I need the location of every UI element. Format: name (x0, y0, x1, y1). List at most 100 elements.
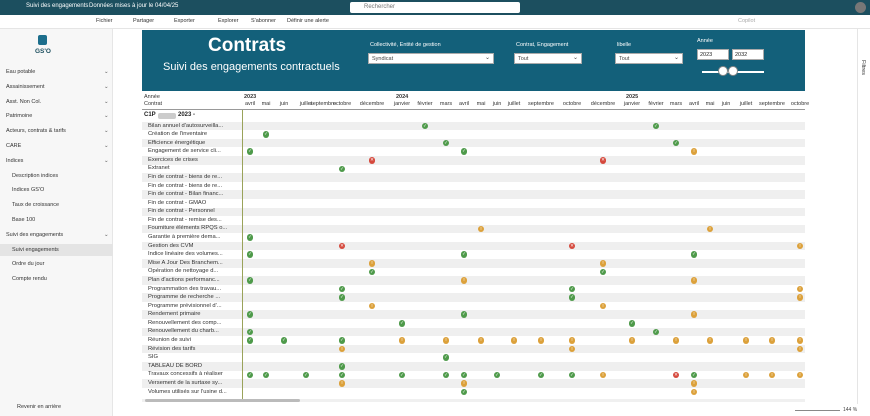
status-icon: ✓ (338, 294, 346, 301)
redacted (158, 113, 176, 119)
row-stripe (142, 173, 805, 182)
row-label: Versement de la surtaxe sy... (148, 379, 223, 386)
row-stripe (142, 276, 805, 285)
updated[interactable]: Données mises à jour le 04/04/25 (89, 3, 179, 9)
filter-label: Collectivité, Entité de gestion (370, 42, 441, 48)
status-icon: ✓ (460, 388, 468, 396)
status-icon: ✓ (262, 371, 270, 379)
row-stripe (142, 207, 805, 217)
year-label: 2025 (626, 94, 639, 100)
month-label: juillet (739, 101, 753, 107)
row-label: Réunion de suivi (148, 337, 191, 344)
nav-item[interactable]: Eau potable (6, 69, 36, 75)
row-label: Exercices de crises (148, 156, 198, 163)
slider-handle[interactable] (728, 66, 738, 76)
nav-subitem[interactable]: Base 100 (12, 217, 36, 223)
toolbar-item[interactable]: S'abonner (251, 18, 276, 24)
row-label: Renouvellement du charb... (148, 328, 219, 335)
status-icon: ✓ (246, 328, 254, 336)
dropdown[interactable]: Syndicat ⌄ (368, 53, 494, 64)
status-icon: ✓ (338, 285, 346, 293)
row-label: Renouvellement des comp... (148, 319, 222, 326)
nav-subitem[interactable]: Suivi engagements (12, 246, 59, 253)
year-to[interactable]: 2032 (732, 49, 764, 60)
status-icon: ✓ (421, 122, 429, 130)
scroll-thumb[interactable] (145, 399, 300, 402)
row-label: Engagement de service cli... (148, 148, 221, 155)
filter-label: libelle (617, 42, 632, 48)
status-icon: ! (477, 225, 485, 233)
status-icon: ! (796, 285, 804, 293)
row-label: Révision des tarifs (148, 345, 196, 352)
nav-subitem[interactable]: Compte rendu (12, 276, 47, 283)
filters-pane (857, 29, 870, 404)
status-icon: ✓ (628, 320, 636, 327)
nav-chevron: ⌄ (104, 231, 109, 238)
search-text: Rechercher (364, 4, 396, 10)
status-icon: ✓ (460, 148, 468, 156)
month-label: juillet (299, 101, 313, 107)
toolbar-item[interactable]: Définir une alerte (287, 18, 329, 24)
row-stripe (142, 258, 805, 268)
month-label: avril (244, 101, 256, 107)
row-label: Indice linéaire des volumes... (148, 251, 223, 258)
status-icon: ! (796, 337, 804, 344)
filters-pane-label[interactable]: Filtres (860, 60, 866, 75)
toolbar-item[interactable]: Exporter (174, 18, 195, 24)
status-icon: ✓ (338, 362, 346, 370)
nav-item[interactable]: Asst. Non Col. (6, 98, 42, 105)
row-stripe (142, 293, 805, 302)
status-icon: ! (460, 277, 468, 284)
dropdown[interactable]: Tout ⌄ (514, 53, 582, 64)
year-from[interactable]: 2023 (697, 49, 729, 60)
toolbar-item[interactable]: Explorer (218, 18, 239, 24)
status-icon: ✓ (246, 311, 254, 319)
nav-item[interactable]: Acteurs, contrats & tarifs (6, 128, 66, 135)
nav-item[interactable]: Indices (6, 157, 24, 164)
copilot[interactable]: Copilot (738, 18, 756, 24)
year-label: 2024 (396, 94, 409, 100)
dropdown-chevron: ⌄ (572, 55, 578, 61)
toolbar-item[interactable]: Fichier (96, 18, 113, 24)
status-icon: ✓ (568, 285, 576, 293)
status-icon: ! (599, 302, 607, 310)
nav-subitem[interactable]: Taux de croissance (12, 202, 60, 209)
status-icon: ✓ (442, 371, 450, 379)
month-label: décembre (590, 101, 616, 107)
dropdown[interactable]: Tout ⌄ (615, 53, 683, 64)
group-label: C1P (144, 112, 156, 118)
slider-handle[interactable] (718, 66, 728, 76)
row-stripe (142, 327, 805, 337)
status-icon: ✓ (398, 320, 406, 327)
nav-item[interactable]: Assainissement (6, 83, 45, 90)
nav-chevron: ⌄ (104, 157, 109, 164)
status-icon: ✓ (652, 122, 660, 130)
nav-back[interactable]: Revenir en arrière (17, 404, 62, 410)
nav-subitem[interactable]: Description indices (12, 172, 59, 179)
nav-subitem[interactable]: Indices GS'O (12, 187, 45, 194)
status-icon: ✓ (246, 234, 254, 241)
nav-subitem[interactable]: Ordre du jour (12, 261, 45, 268)
status-icon: ! (510, 337, 518, 344)
status-icon: ! (742, 337, 750, 344)
row-label: Rendement primaire (148, 311, 201, 318)
filter-label: Contrat, Engagement (516, 42, 569, 48)
row-label: Programmation des travau... (148, 285, 222, 292)
row-stripe (142, 190, 805, 199)
toolbar-item[interactable]: Partager (133, 18, 155, 24)
search-box[interactable]: Rechercher (350, 2, 520, 13)
row-stripe (142, 310, 805, 320)
nav-item[interactable]: Patrimoine (6, 113, 33, 120)
nav-item[interactable]: Suivi des engagements (6, 231, 64, 238)
row-stripe (142, 138, 805, 148)
nav-item[interactable]: CARE (6, 143, 22, 149)
status-icon: ! (599, 259, 607, 267)
dropdown-value: Syndicat (372, 56, 394, 62)
status-icon: ! (442, 337, 450, 344)
dropdown-chevron: ⌄ (484, 55, 490, 61)
month-label: mars (669, 101, 683, 107)
row-label: Plan d'actions performanc... (148, 276, 220, 283)
status-icon: ✓ (262, 131, 270, 138)
row-label: Gestion des CVM (148, 242, 194, 249)
